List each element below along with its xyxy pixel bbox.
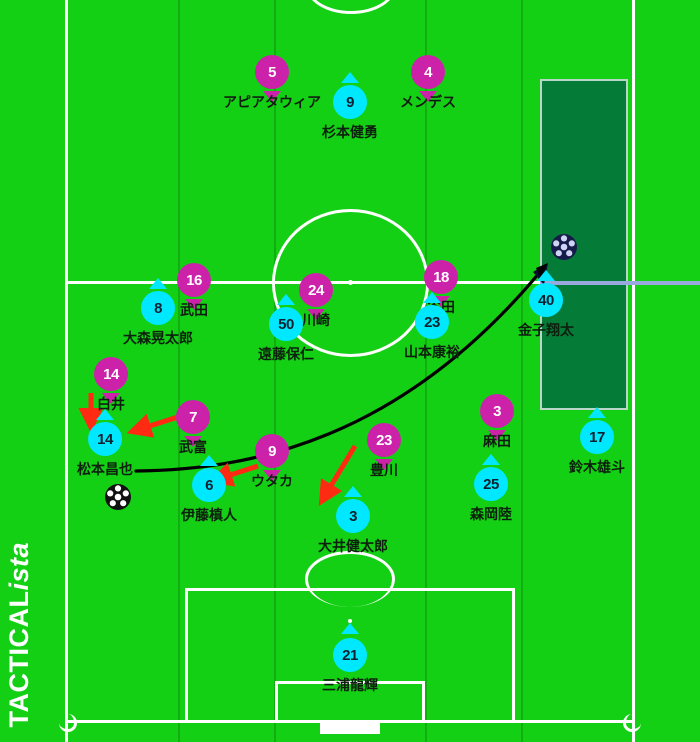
highlight-zone-bar <box>540 281 700 285</box>
zone-line-4 <box>521 0 523 742</box>
player-name-label: 武田 <box>180 302 208 318</box>
player-number: 21 <box>333 638 367 672</box>
player-pointer-icon <box>482 454 500 465</box>
touchline-right <box>632 0 635 742</box>
player-name-label: 三浦龍輝 <box>322 677 378 693</box>
player-number: 40 <box>529 283 563 317</box>
goalkeeper-dot-icon <box>348 619 352 623</box>
player-name-label: 山本康裕 <box>404 344 460 360</box>
arrow-utaka-left <box>207 462 259 487</box>
player-name-label: 大森晃太郎 <box>123 330 193 346</box>
pass-arrow-path <box>134 270 542 473</box>
player-name-label: ウタカ <box>251 473 293 489</box>
player-name-label: アピアタウィア <box>223 94 321 110</box>
player-number: 4 <box>411 55 445 89</box>
goal-bottom <box>320 722 380 734</box>
player-pointer-icon <box>423 292 441 303</box>
brand-italic: ista <box>4 542 34 592</box>
player-number: 9 <box>333 85 367 119</box>
player-pointer-icon <box>307 309 325 320</box>
player-name-label: 金子翔太 <box>518 322 574 338</box>
player-number: 17 <box>580 420 614 454</box>
player-pointer-icon <box>341 623 359 634</box>
player-number: 3 <box>480 394 514 428</box>
player-number: 5 <box>255 55 289 89</box>
centre-spot <box>348 280 353 285</box>
player-pointer-icon <box>588 407 606 418</box>
player-pointer-icon <box>263 91 281 102</box>
player-name-label: 大井健太郎 <box>318 538 388 554</box>
corner-arc-bottom-right <box>623 714 641 732</box>
player-number: 7 <box>176 400 210 434</box>
arrow-taketomi-left <box>126 413 179 438</box>
zone-line-2 <box>425 0 427 742</box>
player-pointer-icon <box>277 294 295 305</box>
zone-line-3 <box>178 0 180 742</box>
player-pointer-icon <box>200 455 218 466</box>
goal-line-bottom <box>65 720 635 723</box>
player-name-label: 武富 <box>179 439 207 455</box>
player-pointer-icon <box>375 459 393 470</box>
player-name-label: 伊藤槙人 <box>181 507 237 523</box>
player-name-label: 川崎 <box>302 312 330 328</box>
player-number: 50 <box>269 307 303 341</box>
player-pointer-icon <box>488 430 506 441</box>
touchline-left <box>65 0 68 742</box>
player-number: 24 <box>299 273 333 307</box>
player-number: 9 <box>255 434 289 468</box>
penalty-arc-bottom <box>305 551 395 607</box>
player-pointer-icon <box>263 470 281 481</box>
player-number: 18 <box>424 260 458 294</box>
player-pointer-icon <box>344 486 362 497</box>
player-number: 23 <box>415 305 449 339</box>
tacticalista-logo: TACTICALista <box>4 542 35 728</box>
player-name-label: 豊川 <box>370 462 398 478</box>
player-pointer-icon <box>96 409 114 420</box>
player-number: 8 <box>141 291 175 325</box>
player-number: 6 <box>192 468 226 502</box>
arrow-toyokawa-down <box>318 444 358 506</box>
player-name-label: 鈴木雄斗 <box>569 459 625 475</box>
player-pointer-icon <box>149 278 167 289</box>
player-name-label: 麻田 <box>483 433 511 449</box>
player-name-label: メンデス <box>400 94 456 110</box>
player-pointer-icon <box>341 72 359 83</box>
player-number: 14 <box>94 357 128 391</box>
player-number: 16 <box>177 263 211 297</box>
player-name-label: 白井 <box>97 396 125 412</box>
player-pointer-icon <box>432 296 450 307</box>
brand-main: TACTICAL <box>4 591 34 728</box>
player-number: 3 <box>336 499 370 533</box>
player-name-label: 杉本健勇 <box>322 124 378 140</box>
player-pointer-icon <box>537 270 555 281</box>
player-number: 23 <box>367 423 401 457</box>
zone-line-1 <box>274 0 276 742</box>
player-name-label: 森岡陸 <box>470 506 512 522</box>
player-name-label: 遠藤保仁 <box>258 346 314 362</box>
player-pointer-icon <box>102 393 120 404</box>
corner-arc-bottom-left <box>59 714 77 732</box>
player-pointer-icon <box>184 436 202 447</box>
player-pointer-icon <box>185 299 203 310</box>
player-number: 14 <box>88 422 122 456</box>
player-name-label: 松本昌也 <box>77 461 133 477</box>
player-number: 25 <box>474 467 508 501</box>
goal-area-bottom <box>275 681 425 723</box>
player-pointer-icon <box>419 91 437 102</box>
